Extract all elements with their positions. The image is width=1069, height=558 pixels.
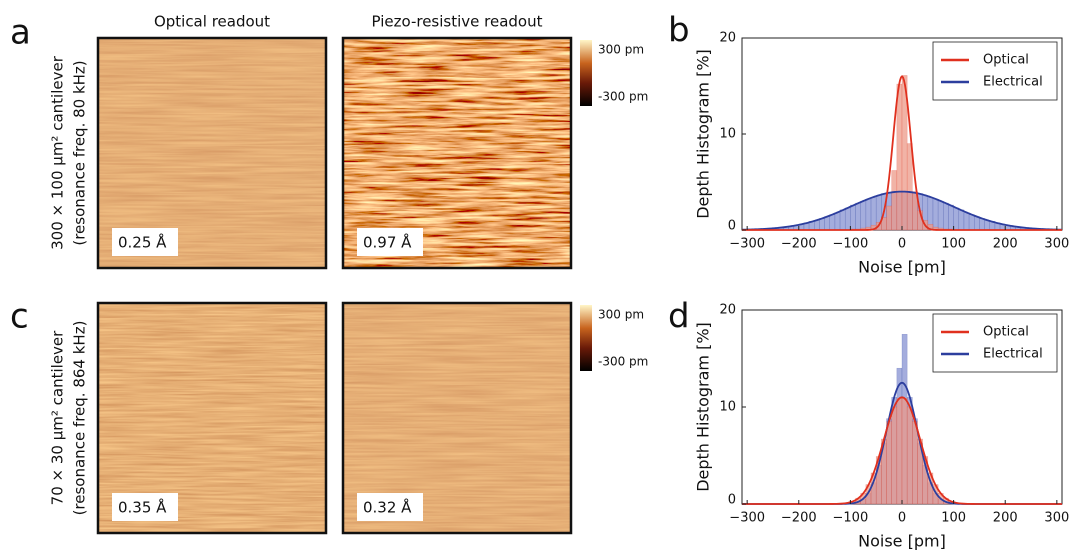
row-label: 70 × 30 μm² cantilever [49, 330, 67, 505]
panel-letter: d [668, 297, 690, 337]
panel-letter: a [10, 13, 31, 53]
hist-bar [912, 421, 918, 505]
hist-bar [896, 83, 903, 231]
x-tick-label: −100 [833, 237, 869, 252]
rms-box [112, 493, 178, 521]
x-tick-label: −300 [729, 511, 765, 526]
y-tick-label: 20 [719, 303, 736, 318]
legend-label: Optical [983, 325, 1029, 340]
x-tick-label: −200 [781, 237, 817, 252]
colorbar [580, 305, 592, 371]
hist-bar [979, 218, 985, 231]
y-axis-label: Depth Histogram [%] [694, 49, 713, 219]
hist-bar [860, 200, 867, 231]
rms-label: 0.97 Å [363, 233, 412, 252]
x-tick-label: 300 [1044, 511, 1069, 526]
rms-box [112, 228, 178, 256]
legend-label: Electrical [983, 347, 1043, 362]
column-header: Optical readout [154, 13, 270, 31]
image-frame [96, 36, 328, 270]
hist-bar [839, 209, 846, 231]
x-tick-label: 200 [993, 237, 1018, 252]
panel-letter: c [10, 297, 29, 337]
legend-label: Optical [983, 53, 1029, 68]
hist-bar [886, 421, 892, 505]
legend-label: Electrical [983, 75, 1043, 90]
hist-bar [824, 216, 830, 231]
x-tick-label: −300 [729, 237, 765, 252]
image-frame [341, 36, 573, 270]
hist-bar [974, 216, 980, 231]
y-axis-label: Depth Histogram [%] [694, 322, 713, 492]
hist-bar [968, 214, 975, 231]
rms-label: 0.35 Å [118, 498, 167, 517]
hist-bar [984, 220, 990, 231]
hist-bar [829, 214, 836, 231]
hist-bar [963, 212, 970, 231]
rms-label: 0.32 Å [363, 498, 412, 517]
hist-bar [958, 209, 965, 231]
colorbar-label: 300 pm [598, 43, 644, 57]
x-tick-label: 300 [1044, 237, 1069, 252]
hist-bar [901, 398, 908, 505]
hist-bar [891, 170, 898, 231]
y-tick-label: 20 [719, 31, 736, 46]
panel-letter: b [668, 11, 690, 51]
x-tick-label: 100 [941, 511, 966, 526]
hist-bar [906, 406, 913, 505]
y-tick-label: 0 [728, 219, 736, 234]
legend-box [932, 41, 1058, 101]
rms-box [357, 228, 423, 256]
hist-bar [865, 199, 872, 231]
y-tick-label: 10 [719, 400, 736, 415]
rms-box [357, 493, 423, 521]
hist-bar [814, 220, 820, 231]
image-frame [96, 301, 328, 535]
fit-curve [741, 190, 1063, 231]
legend-box [932, 313, 1058, 373]
colorbar-label: -300 pm [598, 355, 648, 369]
hist-bar [850, 204, 856, 231]
rms-label: 0.25 Å [118, 233, 167, 252]
hist-bar [953, 207, 960, 231]
hist-bar [896, 398, 903, 505]
hist-bar [819, 218, 825, 231]
x-axis-label: Noise [pm] [858, 258, 946, 277]
x-tick-label: −200 [781, 511, 817, 526]
fit-curve [742, 75, 1062, 231]
hist-bar [886, 205, 892, 231]
hist-bar [943, 202, 949, 231]
image-frame [341, 301, 573, 535]
y-tick-label: 0 [728, 493, 736, 508]
y-tick-label: 10 [719, 127, 736, 142]
hist-bar [891, 406, 898, 505]
row-label: (resonance freq. 864 kHz) [71, 321, 89, 516]
hist-bar [844, 207, 851, 231]
x-tick-label: 200 [993, 511, 1018, 526]
column-header: Piezo-resistive readout [372, 13, 543, 31]
x-tick-label: −100 [833, 511, 869, 526]
hist-bar [855, 202, 861, 231]
hist-bar [948, 204, 954, 231]
x-tick-label: 100 [941, 237, 966, 252]
colorbar-label: 300 pm [598, 308, 644, 322]
row-label: (resonance freq. 80 kHz) [71, 60, 89, 245]
hist-bar [906, 143, 913, 231]
colorbar-label: -300 pm [598, 90, 648, 104]
x-tick-label: 0 [898, 237, 906, 252]
hist-bar [932, 199, 939, 231]
x-tick-label: 0 [898, 511, 906, 526]
fit-curve [742, 396, 1062, 505]
colorbar [580, 40, 592, 106]
row-label: 300 × 100 μm² cantilever [49, 55, 67, 250]
x-axis-label: Noise [pm] [858, 532, 946, 551]
hist-bar [834, 212, 841, 231]
hist-bar [937, 200, 944, 231]
